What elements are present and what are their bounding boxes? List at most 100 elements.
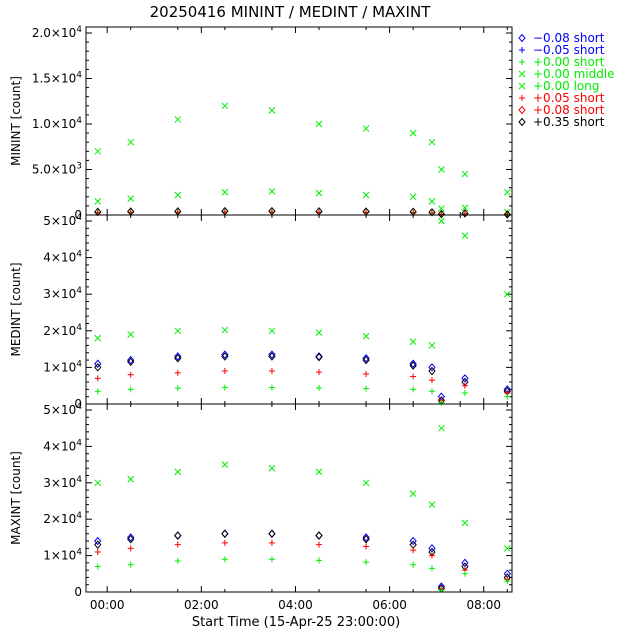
x-tick-label: 00:00 [90,598,125,612]
data-point [127,534,135,544]
panel-frame-bottom [85,403,513,593]
data-point [268,539,275,546]
y-tick-label-bottom: 4×104 [43,438,82,453]
data-point [409,338,417,346]
legend-label: +0.00 long [533,79,600,93]
data-point [127,331,135,338]
series-top-2 [94,208,511,218]
series-top-4 [94,206,511,219]
data-point [438,205,445,212]
data-point [268,368,275,375]
data-point [409,536,417,546]
series-middle-2 [94,352,511,405]
data-point [428,388,435,395]
data-point [221,529,229,539]
legend-item: +0.00 long [518,79,600,93]
data-point [94,359,102,369]
y-tick-label-bottom: 2×104 [43,511,82,526]
series-middle-1 [94,350,511,401]
series-top-3 [94,209,511,218]
legend-item: +0.35 short [518,115,605,129]
data-point [315,329,323,336]
data-point [127,357,135,367]
y-tick-label-middle: 5×104 [43,213,82,228]
data-point [315,120,323,128]
legend-label: −0.05 short [533,43,605,57]
panel-bottom: 0 1×104 2×104 3×104 4×104 5×104 MAXINT [count] [9,402,513,599]
y-axis-label-bottom: MAXINT [count] [9,451,23,545]
data-point [461,558,469,568]
data-point [503,544,511,552]
data-point [504,393,511,400]
data-point [127,138,135,146]
data-point [428,565,435,572]
data-point [428,138,436,146]
data-point [221,352,229,361]
data-point [221,188,229,196]
data-point [221,384,228,391]
data-point [221,326,229,334]
legend-marker [519,59,525,65]
y-tick-label-middle: 2×104 [43,323,82,338]
chart-title: 20250416 MININT / MEDINT / MAXINT [150,3,432,21]
data-point [316,557,323,564]
data-point [221,539,228,546]
legend-label: −0.08 short [533,31,605,45]
legend-marker [519,95,525,101]
data-point [94,197,102,205]
data-point [94,363,102,372]
data-point [94,479,102,487]
y-tick-label-bottom: 5×104 [43,402,82,417]
data-point [94,540,102,549]
data-point [461,519,469,527]
data-point [363,559,370,566]
data-point [428,208,436,217]
data-point [268,464,276,472]
legend-label: +0.00 short [533,55,605,69]
data-point [428,363,436,372]
data-point [316,384,323,391]
series-bottom-4 [94,556,511,594]
data-point [461,209,469,218]
data-point [461,390,468,397]
data-point [409,129,417,137]
y-tick-label-bottom: 0 [74,585,82,599]
data-point [221,350,229,359]
data-point [221,102,229,110]
legend-item: +0.05 short [519,91,605,105]
x-tick-label: 02:00 [184,598,219,612]
data-point [174,352,182,361]
y-axis-label-top: MININT [count] [9,76,23,166]
data-point [362,534,370,544]
data-point [461,374,469,383]
y-tick-label-top: 2.0×104 [32,25,82,40]
data-point [174,385,181,392]
data-point [316,369,323,376]
legend-item: −0.08 short [518,31,605,45]
data-point [363,543,370,550]
data-point [268,352,276,361]
y-axis-label-middle: MEDINT [count] [9,262,23,356]
data-point [362,332,370,340]
data-point [362,479,370,487]
data-point [438,217,445,225]
data-point [461,170,469,178]
series-top-1 [94,187,511,216]
data-point [410,373,417,380]
data-point [461,204,469,212]
data-point [94,536,102,546]
data-point [268,187,276,195]
data-point [127,355,135,365]
data-point [409,361,417,370]
data-point [174,558,181,565]
data-point [362,125,370,132]
data-point [315,352,323,362]
data-point [438,211,445,218]
data-point [409,359,417,369]
data-point [174,353,182,363]
legend-marker [519,47,525,53]
data-point [268,529,276,539]
data-point [438,166,445,173]
series-top-0 [94,102,511,196]
legend-item: +0.00 short [519,55,605,69]
